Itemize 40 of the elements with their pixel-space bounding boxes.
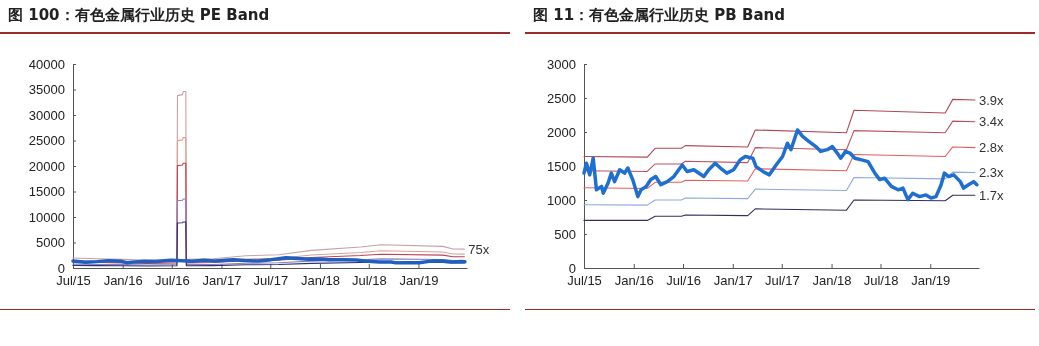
x-tick-label: Jan/16 [614,273,654,289]
y-tick-label: 40000 [28,56,65,72]
x-tick-label: Jul/16 [154,273,190,289]
chart-title: 图 11：有色金属行业历史 PB Band [533,6,785,25]
x-tick-label: Jul/15 [567,273,602,289]
y-tick-label: 0 [57,260,65,276]
y-tick-label: 2500 [547,90,576,106]
x-tick-label: Jan/18 [300,273,340,289]
y-tick-label: 0 [568,260,576,276]
y-tick-label: 25000 [28,133,65,149]
y-tick-label: 500 [554,226,576,242]
y-tick-label: 5000 [36,235,65,251]
x-tick-label: Jan/16 [103,273,143,289]
x-tick-label: Jan/17 [202,273,242,289]
x-tick-label: Jan/19 [911,273,951,289]
y-tick-label: 20000 [28,158,65,174]
x-tick-label: Jul/17 [764,273,800,289]
chart-title: 图 100：有色金属行业历史 PE Band [8,6,270,25]
x-tick-label: Jul/17 [253,273,289,289]
x-tick-label: Jul/16 [666,273,701,289]
x-tick-label: Jul/15 [56,273,91,289]
x-tick-label: Jan/17 [713,273,753,289]
y-tick-label: 2000 [547,124,576,140]
series-label: 1.7x [978,187,1005,203]
y-tick-label: 1000 [547,192,576,208]
y-tick-label: 35000 [28,82,65,98]
x-tick-label: Jan/19 [399,273,439,289]
x-tick-label: Jul/18 [351,273,387,289]
series-label: 3.9x [978,92,1005,108]
y-tick-label: 15000 [28,184,65,200]
y-tick-label: 30000 [28,107,65,123]
series-label: 2.3x [978,165,1005,181]
y-tick-label: 10000 [28,209,65,225]
series-label: 75x [468,241,490,257]
y-tick-label: 3000 [547,56,576,72]
x-tick-label: Jul/18 [863,273,899,289]
y-tick-label: 1500 [547,158,576,174]
x-tick-label: Jan/18 [812,273,852,289]
series-label: 3.4x [978,114,1005,130]
series-label: 2.8x [978,140,1005,156]
